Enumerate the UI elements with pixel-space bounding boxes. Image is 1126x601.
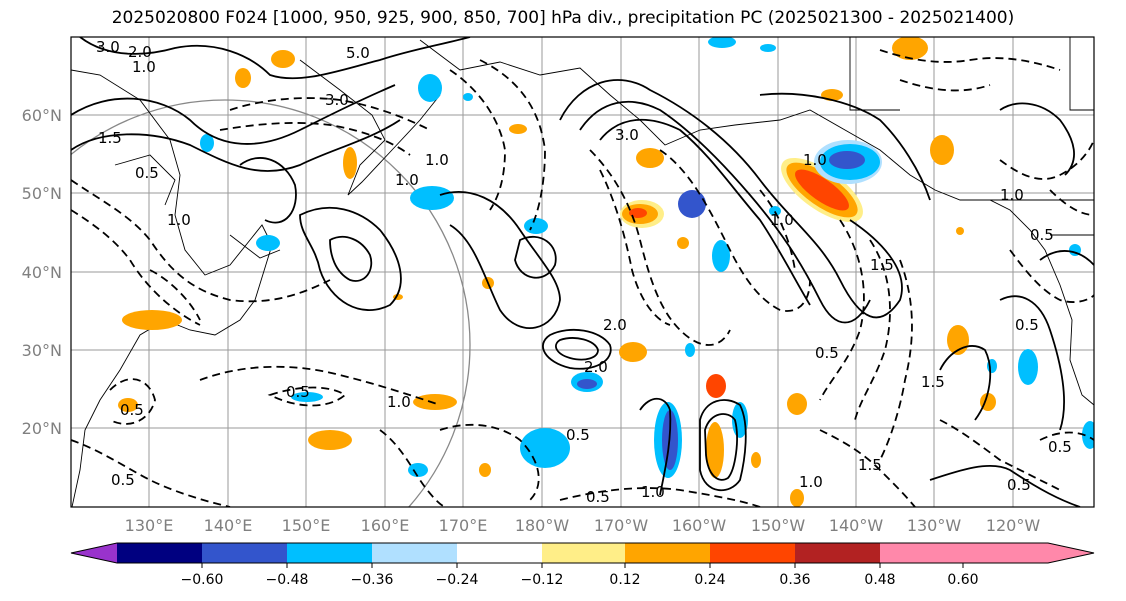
map-content: 3.0 2.0 1.0 5.0 3.0 1.5 0.5 1.0 2.0 3.0 …	[71, 37, 1094, 507]
contour-label: 0.5	[1007, 476, 1031, 494]
colorbar-extend-max	[963, 543, 1094, 563]
colorbar-segment	[710, 543, 795, 563]
contour-label: 0.5	[566, 426, 590, 444]
contour-label: 1.0	[425, 151, 449, 169]
contour-label: 0.5	[1030, 226, 1054, 244]
contour-label: 1.5	[921, 373, 945, 391]
contour-label: 0.5	[135, 164, 159, 182]
contour-label: 1.0	[387, 393, 411, 411]
reference-circle	[71, 99, 471, 507]
colorbar-tick-label: −0.24	[436, 572, 479, 588]
colorbar-segment	[457, 543, 542, 563]
lat-label: 40°N	[22, 263, 62, 282]
colorbar-segment	[625, 543, 710, 563]
colorbar-tick-label: −0.36	[351, 572, 394, 588]
contour-label: 3.0	[615, 126, 639, 144]
colorbar-tick-label: 0.24	[694, 572, 725, 588]
lon-label: 140°E	[204, 516, 253, 535]
lon-label: 180°W	[515, 516, 570, 535]
colorbar-segment	[287, 543, 372, 563]
lat-label: 60°N	[22, 106, 62, 125]
negative-contours	[71, 49, 1094, 507]
colorbar-tick-label: 0.48	[864, 572, 895, 588]
contour-label: 3.0	[325, 91, 349, 109]
colorbar-ticks	[201, 563, 964, 568]
colorbar-segment	[880, 543, 963, 563]
positive-contours	[71, 37, 1094, 507]
contour-label: 0.5	[1048, 438, 1072, 456]
colorbar-tick-label: 0.12	[609, 572, 640, 588]
lon-label: 130°W	[907, 516, 962, 535]
contour-label: 2.0	[603, 316, 627, 334]
colorbar-segment	[372, 543, 457, 563]
lat-label: 30°N	[22, 341, 62, 360]
contour-label: 0.5	[120, 401, 144, 419]
lon-label: 170°W	[594, 516, 649, 535]
contour-label: 0.5	[111, 471, 135, 489]
contour-label: 1.0	[132, 58, 156, 76]
lon-label: 130°E	[125, 516, 174, 535]
colorbar-segment	[542, 543, 625, 563]
contour-label: 0.5	[1015, 316, 1039, 334]
contour-label: 5.0	[346, 44, 370, 62]
colorbar: −0.60 −0.48 −0.36 −0.24 −0.12 0.12 0.24 …	[70, 542, 1095, 588]
colorbar-outline	[70, 542, 1095, 564]
lon-label: 150°E	[282, 516, 331, 535]
map-title: 2025020800 F024 [1000, 950, 925, 900, 85…	[111, 8, 1015, 28]
contour-label: 1.0	[641, 483, 665, 501]
contour-label: 1.0	[395, 171, 419, 189]
colorbar-tick-label: −0.48	[266, 572, 309, 588]
contour-label: 1.0	[803, 151, 827, 169]
colorbar-tick-label: −0.60	[181, 572, 224, 588]
contour-label: 2.0	[584, 358, 608, 376]
lon-label: 150°W	[751, 516, 806, 535]
latitude-labels: 60°N 50°N 40°N 30°N 20°N	[22, 106, 62, 438]
contour-labels: 3.0 2.0 1.0 5.0 3.0 1.5 0.5 1.0 2.0 3.0 …	[96, 38, 1072, 506]
colorbar-tick-label: 0.36	[779, 572, 810, 588]
lon-label: 120°W	[986, 516, 1041, 535]
lat-label: 50°N	[22, 184, 62, 203]
lon-label: 140°W	[829, 516, 884, 535]
precip-patches	[118, 37, 1094, 507]
contour-label: 3.0	[96, 38, 120, 56]
colorbar-tick-label: 0.60	[947, 572, 978, 588]
contour-label: 1.5	[870, 256, 894, 274]
contour-label: 1.5	[858, 456, 882, 474]
longitude-labels: 130°E 140°E 150°E 160°E 170°E 180°W 170°…	[125, 516, 1041, 535]
gridlines	[71, 37, 1094, 507]
contour-label: 1.0	[799, 473, 823, 491]
lon-label: 170°E	[439, 516, 488, 535]
lat-label: 20°N	[22, 419, 62, 438]
colorbar-segment	[202, 543, 287, 563]
map-frame	[70, 36, 1095, 508]
colorbar-segment	[117, 543, 202, 563]
lon-label: 160°W	[672, 516, 727, 535]
contour-label: 2.0	[128, 43, 152, 61]
colorbar-extend-min	[71, 543, 117, 563]
contour-label: 1.0	[1000, 186, 1024, 204]
lon-label: 160°E	[361, 516, 410, 535]
colorbar-segment	[795, 543, 880, 563]
contour-label: 0.5	[815, 344, 839, 362]
contour-label: 1.0	[770, 211, 794, 229]
contour-label: 0.5	[586, 488, 610, 506]
contour-label: 0.5	[286, 383, 310, 401]
contour-label: 1.0	[167, 211, 191, 229]
colorbar-tick-label: −0.12	[521, 572, 564, 588]
contour-label: 1.5	[98, 129, 122, 147]
